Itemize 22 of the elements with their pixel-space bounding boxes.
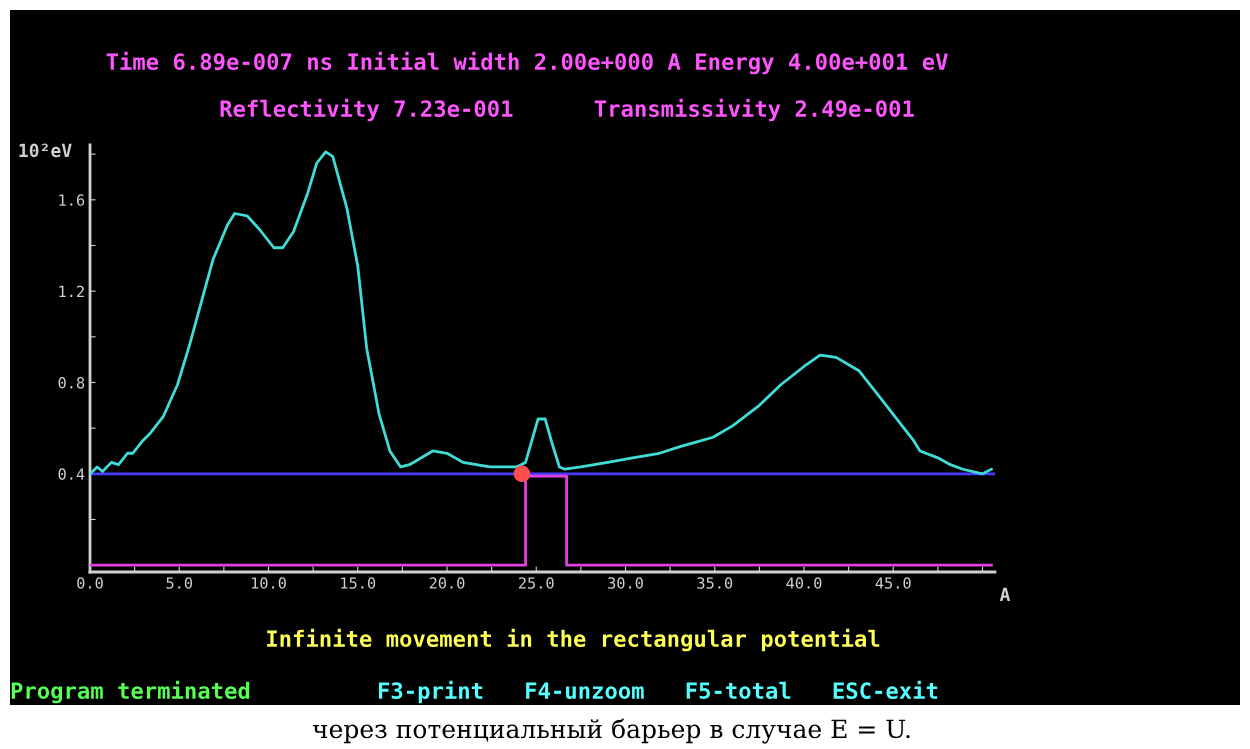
- y-axis-title: 10²eV: [19, 143, 72, 158]
- text: через потенциальный барьер в случае E = U.: [312, 718, 910, 744]
- x-tick-label: 25.0: [518, 577, 554, 589]
- x-tick-label: 10.0: [251, 577, 286, 589]
- chart-subtitle: Reflectivity 7.23e-001 Transmissivity 2.49e-001: [220, 98, 914, 122]
- y-tick-label: 1.6: [59, 194, 85, 206]
- x-tick-label: 20.0: [429, 577, 465, 589]
- chart-title: Time 6.89e-007 ns Initial width 2.00e+000 A Energy 4.00e+001 eV: [106, 51, 948, 75]
- x-tick-label: 45.0: [875, 577, 911, 589]
- x-tick-label: 35.0: [697, 577, 733, 589]
- x-axis-title: A: [999, 587, 1011, 601]
- text: F3-print F4-unzoom F5-total ESC-exit: [378, 680, 938, 704]
- x-tick-label: 15.0: [341, 577, 376, 589]
- y-tick-label: 1.2: [59, 285, 84, 297]
- text: Program terminated: [11, 680, 250, 704]
- x-tick-label: 5.0: [166, 577, 193, 589]
- y-tick-label: 0.8: [58, 376, 85, 389]
- text: Infinite movement in the rectangular potential: [267, 628, 880, 652]
- x-tick-label: 0.0: [77, 577, 103, 589]
- y-tick-label: 0.4: [58, 468, 85, 480]
- x-tick-label: 40.0: [786, 577, 822, 589]
- x-tick-label: 30.0: [608, 577, 643, 589]
